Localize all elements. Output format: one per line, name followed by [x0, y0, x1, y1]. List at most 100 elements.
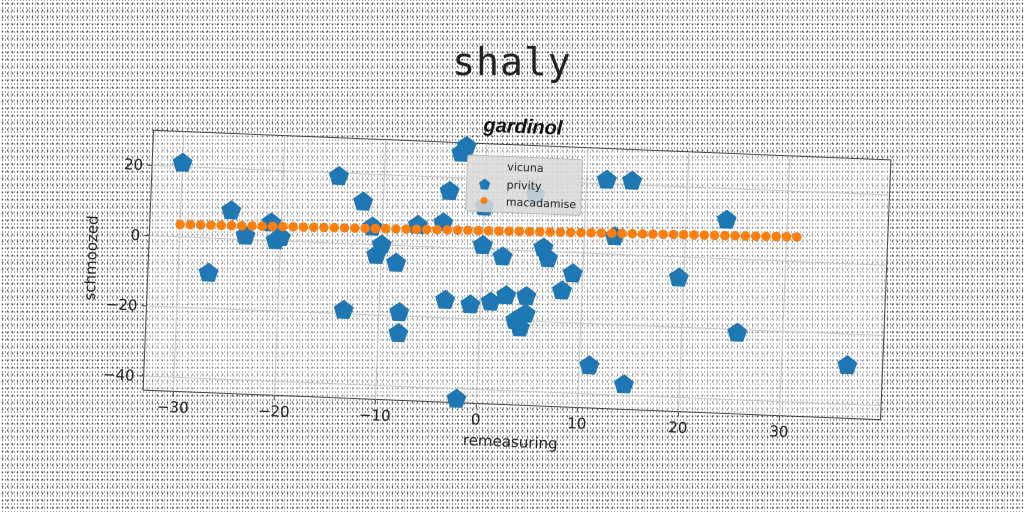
privity-point: [516, 285, 537, 306]
macadamise-point: [771, 231, 782, 242]
macadamise-point: [606, 228, 617, 239]
x-grid-line: [778, 155, 791, 416]
privity-point: [353, 191, 374, 211]
privity-point: [496, 285, 517, 305]
macadamise-point: [565, 227, 576, 238]
macadamise-point: [216, 220, 226, 231]
privity-point: [668, 267, 689, 287]
macadamise-point: [535, 227, 545, 237]
privity-point: [446, 388, 467, 408]
privity-point: [386, 252, 407, 272]
privity-point: [716, 209, 737, 229]
y-grid-line: [143, 375, 882, 407]
macadamise-point: [370, 223, 381, 234]
macadamise-point: [617, 228, 627, 239]
legend-entry-privity: privity: [506, 179, 542, 193]
privity-point: [439, 180, 460, 201]
macadamise-point: [699, 230, 710, 240]
macadamise-point: [730, 230, 740, 241]
macadamise-point: [493, 226, 504, 236]
privity-point: [837, 355, 858, 375]
privity-point: [198, 262, 219, 282]
privity-point: [579, 355, 600, 375]
macadamise-point: [586, 228, 597, 238]
legend-marker-macadamise: [480, 197, 488, 205]
macadamise-point: [504, 226, 514, 236]
privity-point: [172, 152, 193, 172]
x-tick-label: −30: [157, 398, 189, 417]
macadamise-point: [750, 231, 761, 241]
privity-point: [456, 135, 477, 156]
legend-entry-macadamise: macadamise: [506, 196, 577, 212]
macadamise-point: [514, 226, 525, 237]
macadamise-point: [524, 226, 535, 237]
privity-point: [727, 322, 748, 342]
macadamise-point: [257, 221, 268, 232]
macadamise-point: [267, 221, 278, 232]
y-tick-label: −20: [105, 295, 137, 314]
chart-title: gardinol: [482, 115, 563, 140]
plot-group: −30 −20 −10 0 10 20 30 −40 −20 0 20 remeasuring sc…: [81, 115, 892, 453]
macadamise-point: [658, 229, 668, 240]
macadamise-point: [627, 228, 638, 239]
privity-point: [480, 291, 501, 311]
privity-point: [371, 234, 392, 254]
privity-point: [221, 200, 242, 220]
macadamise-point: [226, 220, 237, 231]
x-tick-label: −10: [359, 406, 391, 425]
x-tick-label: 0: [471, 410, 481, 428]
macadamise-point: [401, 224, 411, 234]
x-tick-label: 20: [668, 418, 688, 437]
x-grid-line: [172, 131, 185, 392]
macadamise-point: [236, 220, 247, 231]
macadamise-point: [740, 231, 751, 241]
x-tick-label: −20: [258, 402, 290, 421]
legend-marker-privity: [478, 178, 491, 190]
privity-point: [562, 263, 583, 283]
macadamise-point: [576, 227, 586, 238]
macadamise-point: [360, 223, 370, 234]
macadamise-point: [298, 222, 309, 232]
macadamise-point: [781, 231, 792, 242]
macadamise-point: [339, 223, 350, 233]
macadamise-point: [596, 228, 607, 238]
privity-point: [328, 165, 349, 186]
macadamise-point: [288, 222, 298, 232]
macadamise-point: [791, 232, 802, 242]
y-tick-label: 20: [124, 155, 144, 174]
macadamise-point: [637, 229, 648, 239]
plot-frame: [142, 129, 892, 421]
privity-point: [270, 226, 291, 247]
privity-point: [552, 280, 573, 300]
privity-point: [596, 169, 617, 189]
privity-point: [460, 294, 481, 314]
macadamise-point: [391, 224, 401, 234]
macadamise-point: [473, 225, 483, 236]
privity-point: [435, 289, 456, 309]
macadamise-point: [380, 223, 391, 234]
macadamise-point: [442, 225, 453, 235]
macadamise-point: [452, 225, 463, 235]
legend-entry-vicuna: vicuna: [507, 161, 544, 175]
macadamise-point: [555, 227, 566, 238]
x-tick-label: 30: [769, 422, 789, 441]
macadamise-point: [761, 231, 771, 242]
macadamise-point: [648, 229, 658, 239]
privity-point: [388, 322, 409, 343]
y-tick-label: 0: [130, 226, 140, 244]
legend-pentagon: [478, 178, 491, 190]
macadamise-point: [206, 220, 216, 230]
macadamise-point: [668, 229, 679, 240]
ticks: −30 −20 −10 0 10 20 30 −40 −20 0 20: [103, 155, 789, 441]
privity-point: [515, 303, 536, 323]
macadamise-point: [308, 222, 319, 233]
privity-point: [333, 299, 354, 320]
macadamise-point: [720, 230, 730, 241]
macadamise-point: [545, 227, 555, 237]
macadamise-point: [483, 225, 494, 236]
y-axis-label: schmoozed: [81, 215, 102, 301]
macadamise-point: [463, 225, 473, 236]
macadamise-point: [421, 224, 432, 235]
privity-point: [472, 235, 493, 255]
